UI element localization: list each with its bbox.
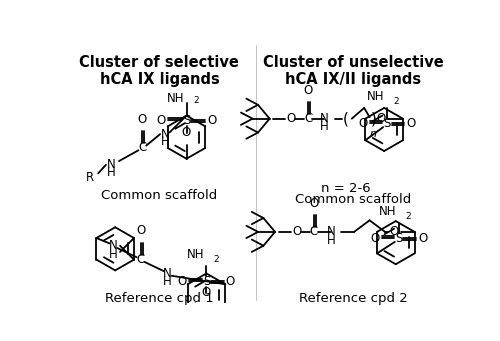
Text: (: ( (342, 111, 348, 126)
Text: O: O (208, 114, 216, 127)
Text: C: C (310, 225, 318, 238)
Text: NH: NH (186, 248, 204, 261)
Text: S: S (183, 114, 190, 127)
Text: H: H (164, 276, 172, 288)
Text: O: O (178, 275, 187, 288)
Text: 2: 2 (394, 98, 399, 106)
Text: Cluster of selective
hCA IX ligands: Cluster of selective hCA IX ligands (80, 55, 239, 87)
Text: N: N (107, 158, 116, 172)
Text: O: O (292, 225, 302, 238)
Text: 2: 2 (193, 97, 198, 105)
Text: N: N (164, 267, 172, 280)
Text: NH: NH (367, 90, 384, 103)
Text: H: H (161, 135, 170, 148)
Text: S: S (395, 232, 402, 244)
Text: Reference cpd 2: Reference cpd 2 (299, 292, 408, 305)
Text: N: N (109, 239, 118, 252)
Text: S: S (203, 275, 210, 288)
Text: H: H (320, 120, 328, 133)
Text: n = 2-6: n = 2-6 (320, 182, 370, 195)
Text: H: H (107, 166, 116, 179)
Text: Common scaffold: Common scaffold (101, 189, 218, 202)
Text: NH: NH (166, 92, 184, 105)
Text: Common scaffold: Common scaffold (295, 193, 411, 206)
Text: n: n (370, 130, 377, 139)
Text: Reference cpd 1: Reference cpd 1 (105, 292, 214, 305)
Text: ): ) (370, 111, 376, 126)
Text: O: O (138, 114, 147, 127)
Text: O: O (202, 286, 211, 299)
Text: O: O (136, 223, 145, 237)
Text: 2: 2 (405, 212, 411, 221)
Text: N: N (161, 128, 170, 140)
Text: N: N (326, 225, 336, 238)
Text: O: O (390, 225, 399, 238)
Text: C: C (138, 142, 146, 154)
Text: N: N (320, 112, 328, 125)
Text: O: O (376, 112, 386, 125)
Text: R: R (86, 171, 94, 184)
Text: C: C (304, 112, 312, 125)
Text: 2: 2 (213, 255, 218, 264)
Text: O: O (406, 117, 416, 130)
Text: O: O (304, 84, 313, 97)
Text: O: O (286, 112, 296, 125)
Text: O: O (418, 232, 428, 244)
Text: O: O (182, 127, 191, 139)
Text: O: O (370, 232, 380, 244)
Text: H: H (109, 248, 118, 261)
Text: S: S (384, 117, 390, 130)
Text: H: H (326, 234, 336, 247)
Text: O: O (226, 275, 235, 288)
Text: Cluster of unselective
hCA IX/II ligands: Cluster of unselective hCA IX/II ligands (263, 55, 444, 87)
Text: NH: NH (379, 205, 396, 218)
Text: O: O (358, 117, 368, 130)
Text: C: C (136, 253, 144, 266)
Text: O: O (309, 197, 318, 210)
Text: O: O (156, 114, 166, 127)
